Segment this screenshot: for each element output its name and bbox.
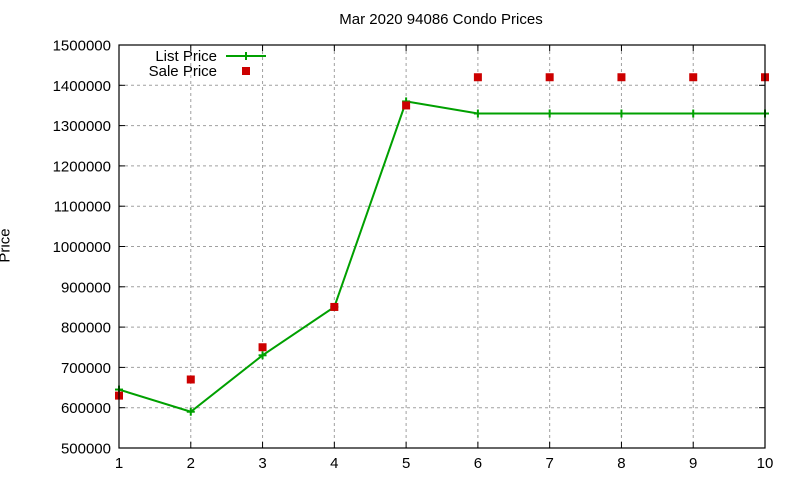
x-tick-label: 6 (474, 455, 482, 472)
x-tick-label: 7 (545, 455, 553, 472)
series-list-price (115, 97, 769, 416)
square-marker (258, 343, 267, 352)
data-series (115, 73, 769, 416)
series-line (118, 100, 765, 413)
x-tick-label: 3 (258, 455, 266, 472)
legend-label: List Price (155, 48, 217, 65)
plot-frame (118, 44, 766, 449)
y-tick-label: 900000 (61, 279, 111, 296)
y-tick-label: 1100000 (54, 199, 111, 216)
x-tick-label: 8 (617, 455, 625, 472)
x-tick-label: 10 (757, 455, 774, 472)
y-tick-label: 1300000 (53, 118, 111, 135)
y-tick-label: 700000 (61, 360, 111, 377)
y-tick-label: 1400000 (53, 78, 111, 95)
square-marker (473, 73, 482, 82)
y-tick-label: 800000 (61, 320, 111, 337)
grid-lines (119, 45, 765, 448)
x-tick-label: 5 (402, 455, 410, 472)
square-marker (402, 101, 411, 110)
y-tick-label: 500000 (61, 441, 111, 458)
square-marker (186, 375, 195, 384)
x-tick-label: 2 (187, 455, 195, 472)
x-axis-ticks: 1 2 3 4 5 6 7 8 9 10 (115, 45, 774, 472)
x-tick-label: 4 (330, 455, 338, 472)
square-marker (242, 67, 250, 75)
chart-title: Mar 2020 94086 Condo Prices (339, 11, 543, 28)
square-marker (545, 73, 554, 82)
y-tick-label: 600000 (61, 400, 111, 417)
y-axis-ticks: 500000 600000 700000 800000 900000 1000000 110… (53, 38, 765, 458)
square-marker (330, 302, 339, 311)
x-tick-label: 9 (689, 455, 697, 472)
square-marker (689, 73, 698, 82)
series-sale-price (115, 73, 769, 400)
legend-label: Sale Price (149, 63, 217, 80)
y-tick-label: 1500000 (53, 38, 111, 55)
x-tick-label: 1 (115, 455, 123, 472)
square-marker (617, 73, 626, 82)
y-tick-label: 1000000 (53, 239, 111, 256)
y-tick-label: 1200000 (53, 158, 111, 175)
